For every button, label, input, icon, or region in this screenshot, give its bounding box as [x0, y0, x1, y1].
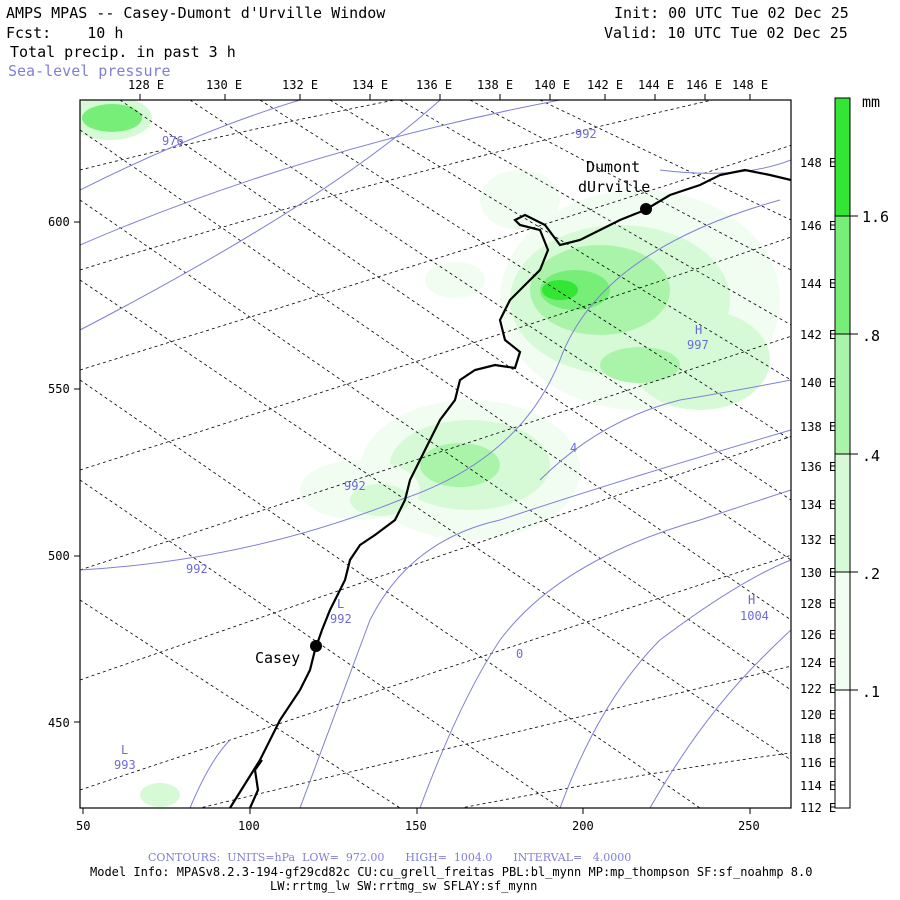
contour-info: CONTOURS: UNITS=hPa LOW= 972.00 HIGH= 10… — [148, 851, 632, 864]
right-lon-12: 124 E — [800, 656, 836, 670]
left-ticks — [74, 221, 80, 723]
bottom-x-150: 150 — [405, 819, 427, 833]
coastline — [229, 168, 791, 808]
pressure-label-992-left: 992 — [186, 562, 208, 576]
pressure-label-997: 997 — [687, 338, 709, 352]
legend-swatch-0-4 — [835, 334, 850, 454]
right-lon-14: 120 E — [800, 708, 836, 722]
legend-swatch-0-2 — [835, 454, 850, 572]
top-lon-3: 134 E — [352, 78, 388, 92]
legend-unit: mm — [862, 93, 880, 111]
top-lon-4: 136 E — [416, 78, 452, 92]
left-y-550: 550 — [48, 382, 70, 396]
high-marker-southeast: H — [748, 593, 755, 607]
right-lon-7: 134 E — [800, 498, 836, 512]
pressure-label-992-casey: 992 — [330, 612, 352, 626]
right-lon-15: 118 E — [800, 732, 836, 746]
top-lon-0: 128 E — [128, 78, 164, 92]
legend-level-1-6: 1.6 — [862, 208, 889, 226]
init-time: Init: 00 UTC Tue 02 Dec 25 — [614, 4, 849, 22]
pressure-label-1004: 1004 — [740, 609, 769, 623]
legend-swatch-0-8 — [835, 216, 850, 334]
right-lon-18: 112 E — [800, 801, 836, 815]
model-info: Model Info: MPASv8.2.3-194-gf29cd82c CU:… — [90, 865, 813, 879]
top-lon-5: 138 E — [477, 78, 513, 92]
pressure-small-label-a: 4 — [570, 441, 577, 455]
top-lon-9: 146 E — [686, 78, 722, 92]
right-lon-1: 146 E — [800, 219, 836, 233]
low-marker-casey: L — [337, 597, 344, 611]
fcst-value: 10 h — [87, 24, 124, 42]
bottom-x-250: 250 — [738, 819, 760, 833]
top-lon-10: 148 E — [732, 78, 768, 92]
model-info-line2: LW:rrtmg_lw SW:rrtmg_sw SFLAY:sf_mynn — [270, 879, 538, 893]
right-lon-10: 128 E — [800, 597, 836, 611]
field-name: Total precip. in past 3 h — [10, 43, 236, 61]
right-lon-8: 132 E — [800, 533, 836, 547]
high-marker-east: H — [695, 323, 702, 337]
top-lon-6: 140 E — [534, 78, 570, 92]
bottom-x-100: 100 — [238, 819, 260, 833]
legend-level-0-2: .2 — [862, 565, 880, 583]
fcst-label: Fcst: — [6, 24, 52, 42]
left-y-450: 450 — [48, 716, 70, 730]
right-lon-11: 126 E — [800, 628, 836, 642]
casey-label: Casey — [255, 649, 300, 667]
right-lon-3: 142 E — [800, 328, 836, 342]
pressure-small-label-b: 0 — [516, 647, 523, 661]
grid-lines — [80, 100, 791, 808]
top-ticks — [139, 94, 751, 100]
pressure-contours — [80, 100, 791, 808]
legend-level-0-1: .1 — [862, 683, 880, 701]
right-lon-16: 116 E — [800, 756, 836, 770]
legend-swatch-1-6 — [835, 98, 850, 216]
bottom-x-50: 50 — [76, 819, 90, 833]
low-marker-southwest: L — [121, 743, 128, 757]
precip-shading — [80, 100, 780, 807]
top-lon-1: 130 E — [206, 78, 242, 92]
right-lon-17: 114 E — [800, 779, 836, 793]
plot-frame — [79, 99, 792, 809]
dumont-label-line1: Dumont — [586, 158, 640, 176]
right-lon-0: 148 E — [800, 156, 836, 170]
top-lon-2: 132 E — [282, 78, 318, 92]
right-lon-9: 130 E — [800, 566, 836, 580]
legend-swatch-base — [835, 690, 850, 808]
forecast-label: Fcst: 10 h — [6, 25, 123, 41]
bottom-ticks — [82, 808, 751, 814]
overlay-name: Sea-level pressure — [8, 62, 171, 80]
right-lon-5: 138 E — [800, 420, 836, 434]
left-y-600: 600 — [48, 215, 70, 229]
dumont-station-marker — [640, 203, 652, 215]
pressure-label-993: 993 — [114, 758, 136, 772]
precip-legend — [834, 97, 858, 809]
pressure-label-992-top: 992 — [575, 127, 597, 141]
right-lon-6: 136 E — [800, 460, 836, 474]
legend-level-0-8: .8 — [862, 327, 880, 345]
top-lon-7: 142 E — [587, 78, 623, 92]
top-lon-8: 144 E — [638, 78, 674, 92]
legend-level-0-4: .4 — [862, 447, 880, 465]
right-lon-13: 122 E — [800, 682, 836, 696]
map-title: AMPS MPAS -- Casey-Dumont d'Urville Wind… — [6, 4, 386, 22]
valid-time: Valid: 10 UTC Tue 02 Dec 25 — [604, 24, 848, 42]
pressure-label-992-mid: 992 — [344, 479, 366, 493]
pressure-label-976: 976 — [162, 134, 184, 148]
dumont-label-line2: dUrville — [578, 178, 650, 196]
legend-swatch-0-1 — [835, 572, 850, 690]
left-y-500: 500 — [48, 549, 70, 563]
casey-station-marker — [310, 640, 322, 652]
right-lon-4: 140 E — [800, 376, 836, 390]
bottom-x-200: 200 — [572, 819, 594, 833]
right-lon-2: 144 E — [800, 277, 836, 291]
